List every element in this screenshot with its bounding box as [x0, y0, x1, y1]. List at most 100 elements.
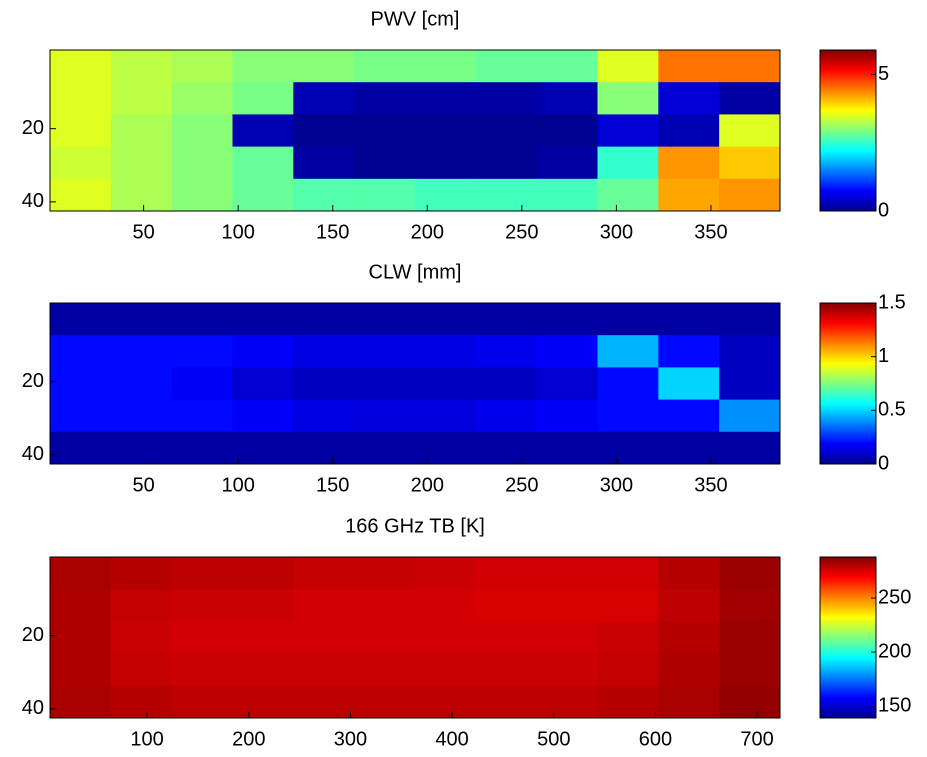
- heatmap-cell: [719, 399, 781, 433]
- heatmap-cell: [354, 82, 416, 115]
- heatmap-cell: [415, 114, 477, 148]
- heatmap-cell: [171, 621, 233, 655]
- heatmap-cell: [719, 146, 781, 180]
- heatmap-cell: [658, 146, 720, 180]
- heatmap-cell: [475, 178, 538, 212]
- heatmap-cell: [475, 50, 538, 83]
- x-tick-label: 200: [411, 474, 444, 496]
- heatmap-cell: [536, 431, 598, 465]
- plot-frame: [49, 556, 781, 719]
- heatmap-cell: [658, 557, 720, 590]
- heatmap-cell: [658, 621, 720, 655]
- heatmap-cell: [658, 82, 720, 115]
- y-tick-label: 40: [22, 190, 44, 212]
- colorbar-tick-label: 0: [878, 199, 889, 221]
- heatmap-cell: [536, 178, 598, 212]
- heatmap-cell: [597, 50, 659, 83]
- heatmap-cell: [475, 82, 538, 115]
- heatmap-cell: [658, 178, 720, 212]
- heatmap-cell: [354, 335, 416, 368]
- heatmap-cell: [110, 431, 173, 465]
- heatmap-cell: [293, 367, 355, 401]
- heatmap-cell: [658, 114, 720, 148]
- heatmap-cell: [597, 621, 659, 655]
- x-tick-label: 300: [600, 221, 633, 243]
- heatmap-cell: [110, 685, 173, 719]
- heatmap-cell: [475, 621, 538, 655]
- heatmap-cell: [719, 431, 781, 465]
- heatmap-cell: [232, 399, 294, 433]
- x-tick-label: 50: [132, 474, 154, 496]
- colorbar-tick-label: 0.5: [878, 399, 906, 421]
- heatmap-cell: [171, 653, 233, 687]
- heatmap-cell: [293, 621, 355, 655]
- heatmap-cell: [171, 335, 233, 368]
- heatmap-cell: [50, 50, 112, 83]
- heatmap-cell: [171, 303, 233, 336]
- x-tick-label: 350: [694, 474, 727, 496]
- heatmap-cell: [110, 178, 173, 212]
- heatmap-cell: [232, 335, 294, 368]
- plot-frame: [49, 302, 781, 465]
- heatmap-cell: [110, 589, 173, 622]
- x-tick-label: 50: [132, 221, 154, 243]
- heatmap-cell: [597, 303, 659, 336]
- x-tick-label: 100: [221, 221, 254, 243]
- colorbar-tick-label: 250: [878, 586, 911, 608]
- heatmap-cell: [536, 50, 598, 83]
- heatmap-cell: [354, 621, 416, 655]
- heatmap-cell: [475, 399, 538, 433]
- heatmap-cell: [50, 653, 112, 687]
- heatmap-cell: [171, 146, 233, 180]
- x-tick-label: 100: [221, 474, 254, 496]
- x-tick-label: 250: [505, 474, 538, 496]
- heatmap-cell: [415, 303, 477, 336]
- heatmap-cell: [50, 589, 112, 622]
- heatmap-cell: [415, 146, 477, 180]
- heatmap-cell: [293, 557, 355, 590]
- heatmap-cell: [110, 114, 173, 148]
- x-tick-label: 500: [537, 728, 570, 750]
- heatmap-cell: [719, 685, 781, 719]
- heatmap-cell: [171, 557, 233, 590]
- heatmap-cell: [415, 431, 477, 465]
- heatmap-cell: [415, 557, 477, 590]
- heatmap-cell: [293, 146, 355, 180]
- heatmap-cell: [475, 685, 538, 719]
- heatmap-cell: [110, 335, 173, 368]
- heatmap-cell: [293, 589, 355, 622]
- x-tick-label: 200: [232, 728, 265, 750]
- colorbar: [819, 302, 877, 465]
- heatmap-cell: [536, 146, 598, 180]
- heatmap-cell: [719, 303, 781, 336]
- x-tick-label: 300: [334, 728, 367, 750]
- y-tick-label: 20: [22, 624, 44, 646]
- x-tick-label: 350: [694, 221, 727, 243]
- x-tick-label: 150: [316, 221, 349, 243]
- y-tick-label: 40: [22, 443, 44, 465]
- y-tick-label: 40: [22, 697, 44, 719]
- heatmap-cell: [50, 303, 112, 336]
- heatmap-cell: [293, 114, 355, 148]
- colorbar: [819, 556, 877, 719]
- heatmap-cell: [719, 335, 781, 368]
- x-tick-label: 150: [316, 474, 349, 496]
- heatmap-cell: [597, 685, 659, 719]
- heatmap-cell: [232, 146, 294, 180]
- heatmap-cell: [415, 50, 477, 83]
- x-tick-label: 600: [639, 728, 672, 750]
- heatmap-cell: [658, 335, 720, 368]
- heatmap-cell: [719, 557, 781, 590]
- heatmap-cell: [232, 621, 294, 655]
- heatmap-cell: [110, 303, 173, 336]
- heatmap-cell: [597, 653, 659, 687]
- heatmap-cell: [50, 685, 112, 719]
- heatmap-cell: [293, 50, 355, 83]
- heatmap-cell: [50, 178, 112, 212]
- heatmap-cell: [232, 114, 294, 148]
- panel-title: 166 GHz TB [K]: [345, 515, 485, 537]
- heatmap-cell: [171, 178, 233, 212]
- colorbar-tick-label: 0: [878, 452, 889, 474]
- heatmap-cell: [415, 335, 477, 368]
- heatmap-cell: [658, 367, 720, 401]
